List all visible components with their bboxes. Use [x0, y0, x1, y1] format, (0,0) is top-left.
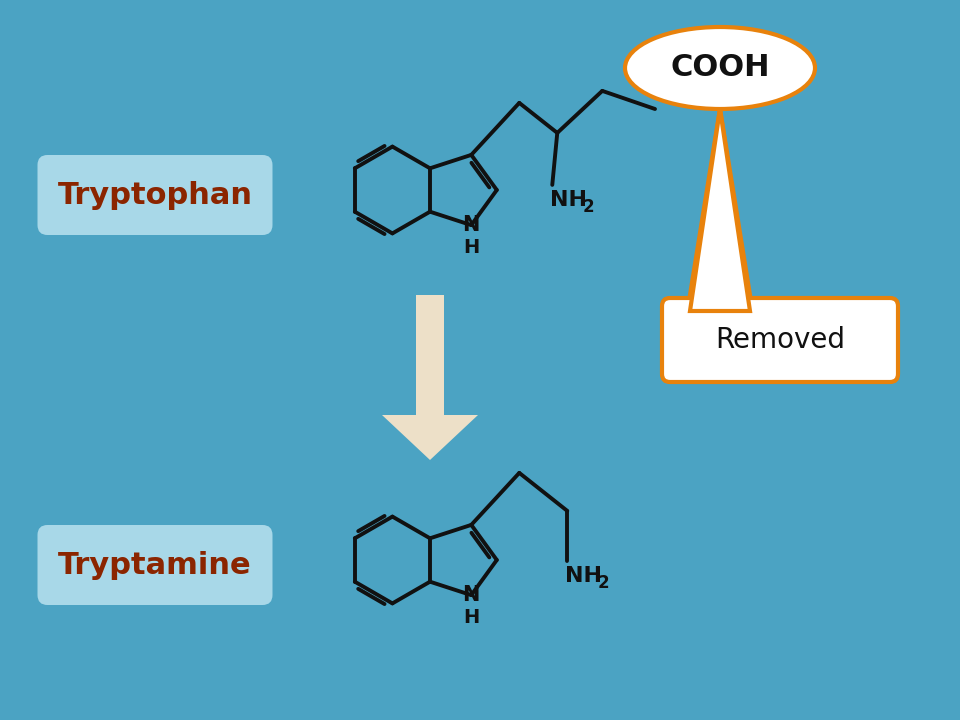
Text: COOH: COOH: [670, 53, 770, 83]
Text: N: N: [463, 215, 480, 235]
Text: N: N: [463, 585, 480, 605]
Text: Tryptophan: Tryptophan: [58, 181, 252, 210]
FancyBboxPatch shape: [37, 525, 273, 605]
Text: H: H: [463, 608, 479, 626]
Polygon shape: [690, 109, 750, 295]
Text: 2: 2: [583, 198, 594, 216]
Polygon shape: [690, 109, 750, 311]
Text: 2: 2: [597, 574, 609, 592]
FancyBboxPatch shape: [37, 155, 273, 235]
Polygon shape: [382, 415, 478, 460]
Text: Removed: Removed: [715, 326, 845, 354]
Polygon shape: [416, 295, 444, 415]
FancyBboxPatch shape: [662, 298, 898, 382]
Text: Tryptamine: Tryptamine: [59, 551, 252, 580]
Text: H: H: [463, 238, 479, 256]
Ellipse shape: [625, 27, 815, 109]
Text: NH: NH: [565, 566, 602, 586]
Text: NH: NH: [550, 190, 588, 210]
